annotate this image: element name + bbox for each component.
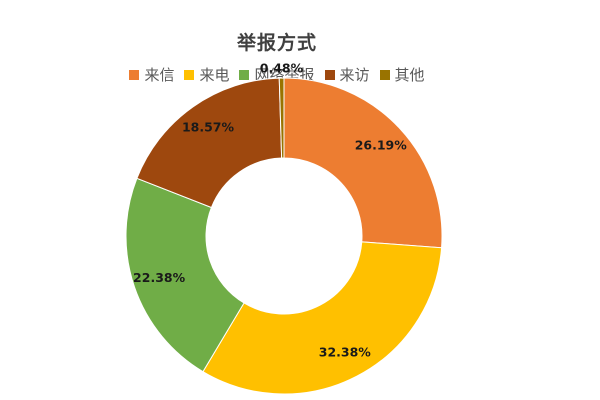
data-label-2: 32.38% — [319, 345, 372, 360]
data-label-1: 26.19% — [355, 138, 408, 153]
data-label-3: 22.38% — [133, 270, 186, 285]
legend-item-1: 来信 — [129, 64, 174, 85]
legend-label-4: 来访 — [339, 66, 370, 84]
legend-item-5: 其他 — [379, 64, 425, 85]
slice-3 — [125, 177, 245, 373]
legend-swatch-1 — [129, 69, 140, 80]
data-label-4: 18.57% — [182, 120, 235, 135]
legend-label-1: 来信 — [144, 66, 175, 84]
slice-4 — [136, 77, 283, 209]
slice-5 — [278, 77, 285, 159]
chart-legend: 来信 来电 网络举报 来访 其他 — [0, 64, 554, 85]
legend-swatch-4 — [324, 69, 335, 80]
legend-label-2: 来电 — [199, 66, 230, 84]
legend-item-2: 来电 — [184, 64, 229, 85]
legend-label-5: 其他 — [394, 66, 425, 84]
slice-1 — [283, 77, 443, 249]
legend-swatch-3 — [239, 69, 250, 80]
chart-title: 举报方式 — [236, 32, 317, 54]
data-label-5: 0.48% — [260, 61, 304, 76]
slice-2 — [202, 241, 443, 395]
legend-swatch-5 — [379, 69, 390, 80]
legend-swatch-2 — [184, 69, 195, 80]
legend-item-4: 来访 — [324, 64, 370, 85]
